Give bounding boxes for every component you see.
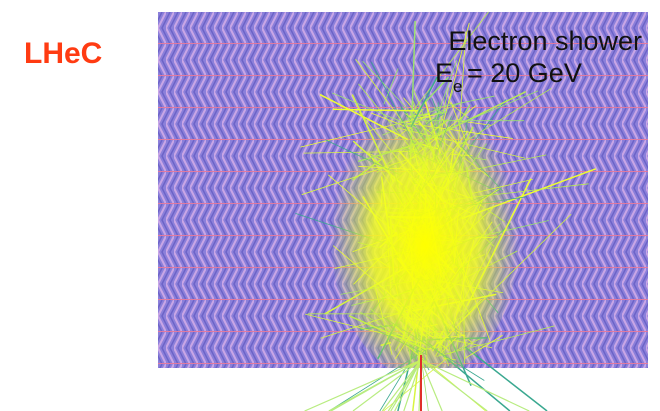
page: LHeC Electron shower E e = 20 GeV (() =>…	[0, 0, 660, 411]
label: LHeC	[24, 37, 102, 70]
energy-symbol: E	[435, 58, 453, 88]
caption-line1: Electron shower	[448, 26, 642, 56]
energy-value: = 20 GeV	[467, 58, 582, 88]
energy-subscript: e	[453, 77, 462, 96]
shower-core	[330, 80, 520, 380]
figure: LHeC Electron shower E e = 20 GeV	[0, 0, 660, 411]
